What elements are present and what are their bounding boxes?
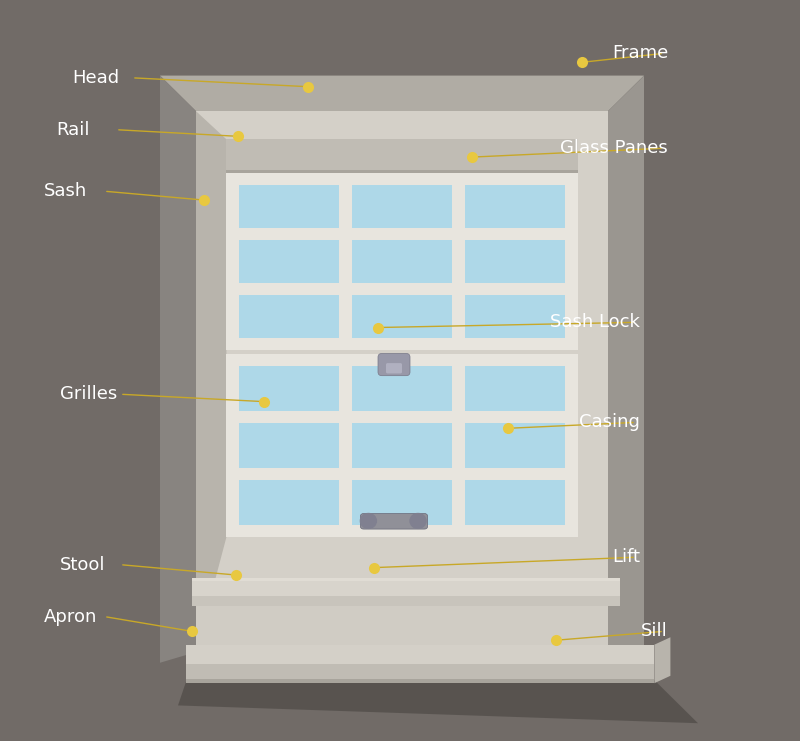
- Polygon shape: [160, 76, 644, 111]
- Bar: [239, 480, 339, 525]
- Bar: [465, 240, 565, 283]
- Bar: [196, 111, 608, 652]
- Bar: [352, 480, 452, 525]
- FancyBboxPatch shape: [386, 363, 402, 373]
- Text: Frame: Frame: [612, 44, 668, 62]
- Text: Casing: Casing: [579, 413, 640, 431]
- Polygon shape: [160, 76, 196, 662]
- Bar: [239, 295, 339, 338]
- Bar: [239, 366, 339, 411]
- Bar: [226, 354, 578, 537]
- Bar: [465, 295, 565, 338]
- Bar: [192, 578, 620, 581]
- Bar: [239, 240, 339, 283]
- Bar: [226, 170, 578, 173]
- Text: Sill: Sill: [642, 622, 668, 640]
- Bar: [239, 423, 339, 468]
- Bar: [352, 423, 452, 468]
- Bar: [352, 295, 452, 338]
- Text: Lift: Lift: [612, 548, 640, 566]
- Text: Sash Lock: Sash Lock: [550, 313, 640, 331]
- Text: Rail: Rail: [56, 121, 90, 139]
- Bar: [352, 185, 452, 228]
- Bar: [186, 645, 654, 664]
- Bar: [192, 578, 620, 596]
- Bar: [465, 480, 565, 525]
- Text: Grilles: Grilles: [60, 385, 118, 403]
- Polygon shape: [654, 637, 670, 683]
- Text: Glass Panes: Glass Panes: [560, 139, 668, 157]
- Bar: [465, 185, 565, 228]
- Polygon shape: [196, 111, 226, 652]
- FancyBboxPatch shape: [360, 514, 427, 529]
- Polygon shape: [608, 76, 644, 670]
- Text: Sash: Sash: [44, 182, 87, 200]
- Polygon shape: [178, 652, 698, 723]
- Bar: [226, 139, 578, 170]
- Bar: [186, 679, 654, 683]
- Text: Head: Head: [72, 69, 119, 87]
- Text: Apron: Apron: [44, 608, 98, 625]
- Bar: [465, 366, 565, 411]
- Bar: [226, 173, 578, 350]
- Bar: [352, 366, 452, 411]
- Bar: [192, 596, 620, 606]
- Text: Stool: Stool: [60, 556, 106, 574]
- Bar: [196, 606, 608, 645]
- Bar: [465, 423, 565, 468]
- FancyBboxPatch shape: [378, 353, 410, 376]
- Polygon shape: [608, 76, 644, 670]
- Circle shape: [410, 514, 426, 528]
- Bar: [186, 664, 654, 679]
- Bar: [352, 240, 452, 283]
- Bar: [239, 185, 339, 228]
- Circle shape: [360, 514, 376, 528]
